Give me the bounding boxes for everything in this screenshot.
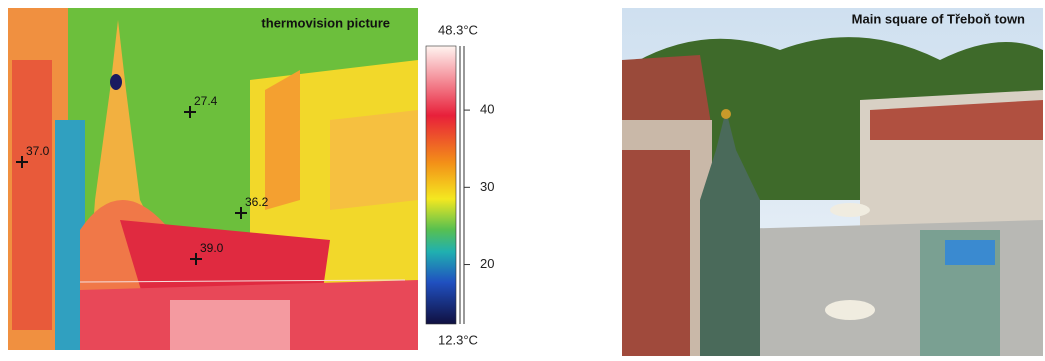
color-bar [426,46,456,324]
photo: Main square of Třeboň town [622,8,1043,356]
page: thermovision picture 27.4 37.0 36.2 39.0 48… [0,0,1045,361]
scale-max: 48.3°C [438,22,478,37]
thermal-image: thermovision picture [8,8,418,350]
marker-label: 39.0 [200,241,224,255]
marker-label: 36.2 [245,195,269,209]
marker-label: 37.0 [26,144,50,158]
thermal-title: thermovision picture [261,15,390,30]
scale-tick-label: 20 [480,256,494,271]
color-scale: 48.3°C 12.3°C 20 30 40 [426,22,494,347]
marker-label: 27.4 [194,94,218,108]
figure: thermovision picture 27.4 37.0 36.2 39.0 48… [0,0,1045,356]
scale-min: 12.3°C [438,332,478,347]
scale-tick-label: 30 [480,179,494,194]
photo-title: Main square of Třeboň town [852,11,1025,26]
scale-tick-label: 40 [480,102,494,117]
